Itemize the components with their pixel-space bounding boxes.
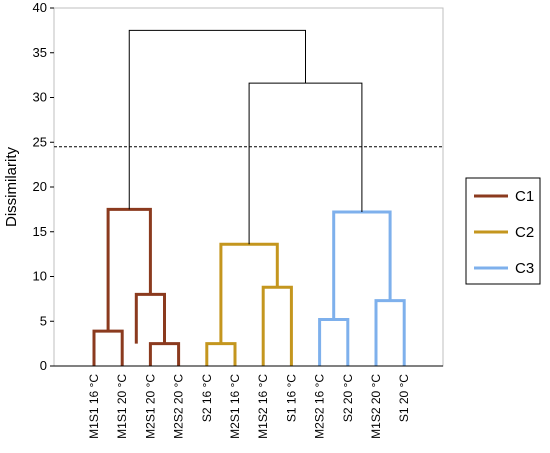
plot-area bbox=[53, 7, 444, 367]
y-tick-label: 15 bbox=[33, 224, 47, 239]
link-c3-a bbox=[318, 317, 350, 366]
leaf-label: S2 16 °C bbox=[200, 374, 214, 422]
leaf-label: S1 16 °C bbox=[284, 374, 298, 422]
leaf-label: M1S2 16 °C bbox=[256, 374, 270, 439]
y-tick-label: 5 bbox=[40, 313, 47, 328]
y-tick-label: 30 bbox=[33, 90, 47, 105]
leaf-label: M1S1 16 °C bbox=[87, 374, 101, 439]
link-c1-b bbox=[148, 342, 181, 366]
leaf-label: M2S2 20 °C bbox=[172, 374, 186, 439]
y-tick-label: 40 bbox=[33, 0, 47, 15]
link-c2-b bbox=[261, 285, 293, 366]
dendrogram-links bbox=[54, 29, 443, 367]
legend-label: C3 bbox=[515, 260, 534, 277]
leaf-label: M1S2 20 °C bbox=[369, 374, 383, 439]
leaf-label: M2S1 20 °C bbox=[143, 374, 157, 439]
legend-label: C1 bbox=[515, 188, 534, 205]
link-c2-top bbox=[219, 242, 279, 344]
y-tick-label: 25 bbox=[33, 134, 47, 149]
y-axis: 0 5 10 15 20 25 30 35 40 bbox=[33, 0, 54, 373]
link-c2-c3 bbox=[248, 82, 363, 245]
leaf-label: S2 20 °C bbox=[341, 374, 355, 422]
link-c1-top bbox=[106, 207, 152, 332]
link-c2-a bbox=[205, 342, 237, 366]
y-tick-label: 35 bbox=[33, 45, 47, 60]
y-axis-title: Dissimilarity bbox=[3, 147, 20, 227]
link-c1-c bbox=[134, 292, 166, 344]
y-tick-label: 10 bbox=[33, 269, 47, 284]
leaf-label: M2S1 16 °C bbox=[228, 374, 242, 439]
y-tick-label: 0 bbox=[40, 358, 47, 373]
leaf-label: S1 20 °C bbox=[397, 374, 411, 422]
link-root bbox=[128, 29, 306, 210]
link-c3-b bbox=[374, 299, 406, 366]
link-c3-top bbox=[332, 210, 392, 320]
legend-label: C2 bbox=[515, 224, 534, 241]
legend: C1 C2 C3 bbox=[465, 177, 541, 285]
leaf-label: M2S2 16 °C bbox=[313, 374, 327, 439]
leaf-label: M1S1 20 °C bbox=[115, 374, 129, 439]
link-c1-a bbox=[92, 329, 124, 366]
y-tick-label: 20 bbox=[33, 179, 47, 194]
leaf-labels: M1S1 16 °C M1S1 20 °C M2S1 20 °C M2S2 20 °C… bbox=[87, 374, 411, 439]
